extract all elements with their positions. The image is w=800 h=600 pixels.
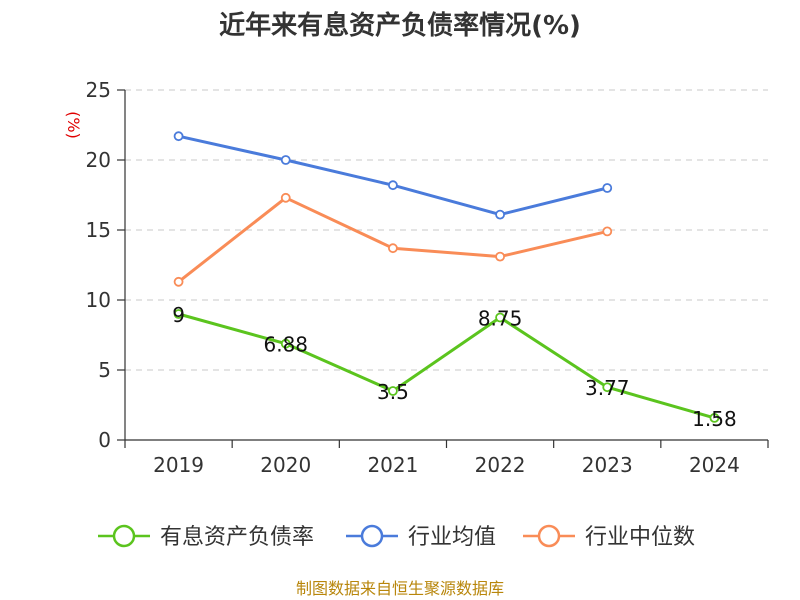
x-tick-label: 2024 bbox=[689, 453, 740, 477]
data-label: 8.75 bbox=[478, 307, 523, 331]
data-point bbox=[173, 276, 184, 287]
y-tick-label: 20 bbox=[86, 148, 111, 172]
data-point bbox=[602, 226, 613, 237]
grid-lines bbox=[125, 89, 768, 371]
data-label: 6.88 bbox=[263, 333, 308, 357]
series-line-2 bbox=[178, 134, 608, 217]
legend-label: 行业中位数 bbox=[585, 525, 695, 550]
legend-marker-circle bbox=[360, 524, 384, 548]
data-point bbox=[280, 192, 291, 203]
x-tick-label: 2020 bbox=[260, 453, 311, 477]
data-point bbox=[602, 183, 613, 193]
data-label: 3.77 bbox=[585, 376, 630, 400]
source-note: 制图数据来自恒生聚源数据库 bbox=[296, 579, 504, 598]
data-point bbox=[495, 209, 505, 220]
y-tick-label: 5 bbox=[98, 358, 111, 382]
data-point bbox=[173, 309, 184, 319]
x-tick-label: 2021 bbox=[367, 453, 418, 477]
y-tick-label: 15 bbox=[86, 218, 111, 242]
data-point bbox=[388, 386, 398, 396]
data-point bbox=[173, 131, 184, 142]
legend-marker-circle bbox=[537, 524, 561, 548]
data-labels: 9 6.88 3.5 8.75 3.77 1.58 bbox=[172, 303, 736, 431]
legend-label: 有息资产负债率 bbox=[160, 525, 314, 550]
data-point bbox=[280, 338, 291, 349]
axes: 0 5 10 15 20 25 2019 2020 2021 2022 2023 2024 bbox=[86, 78, 769, 477]
series-line-3 bbox=[177, 196, 608, 283]
legend: 有息资产负债率 行业均值 行业中位数 bbox=[98, 524, 695, 550]
series-line-1 bbox=[178, 312, 715, 420]
legend-marker-circle bbox=[112, 524, 136, 548]
data-point bbox=[388, 243, 398, 254]
data-point bbox=[602, 382, 613, 393]
y-tick-label: 10 bbox=[86, 288, 111, 312]
x-tick-label: 2022 bbox=[475, 453, 526, 477]
data-point bbox=[709, 412, 720, 423]
data-point bbox=[495, 251, 505, 262]
chart-title: 近年来有息资产负债率情况(%) bbox=[219, 10, 581, 41]
x-tick-label: 2019 bbox=[153, 453, 204, 477]
data-point bbox=[495, 312, 505, 323]
series-lines bbox=[173, 131, 720, 423]
data-label: 1.58 bbox=[692, 407, 737, 431]
legend-label: 行业均值 bbox=[408, 525, 496, 550]
data-point bbox=[280, 155, 291, 165]
x-tick-label: 2023 bbox=[582, 453, 633, 477]
data-label: 9 bbox=[172, 303, 185, 327]
y-tick-label: 0 bbox=[98, 428, 111, 452]
data-label: 3.5 bbox=[377, 380, 409, 404]
y-axis-unit: (%) bbox=[64, 111, 83, 139]
y-tick-label: 25 bbox=[86, 78, 111, 102]
data-point bbox=[388, 180, 398, 191]
